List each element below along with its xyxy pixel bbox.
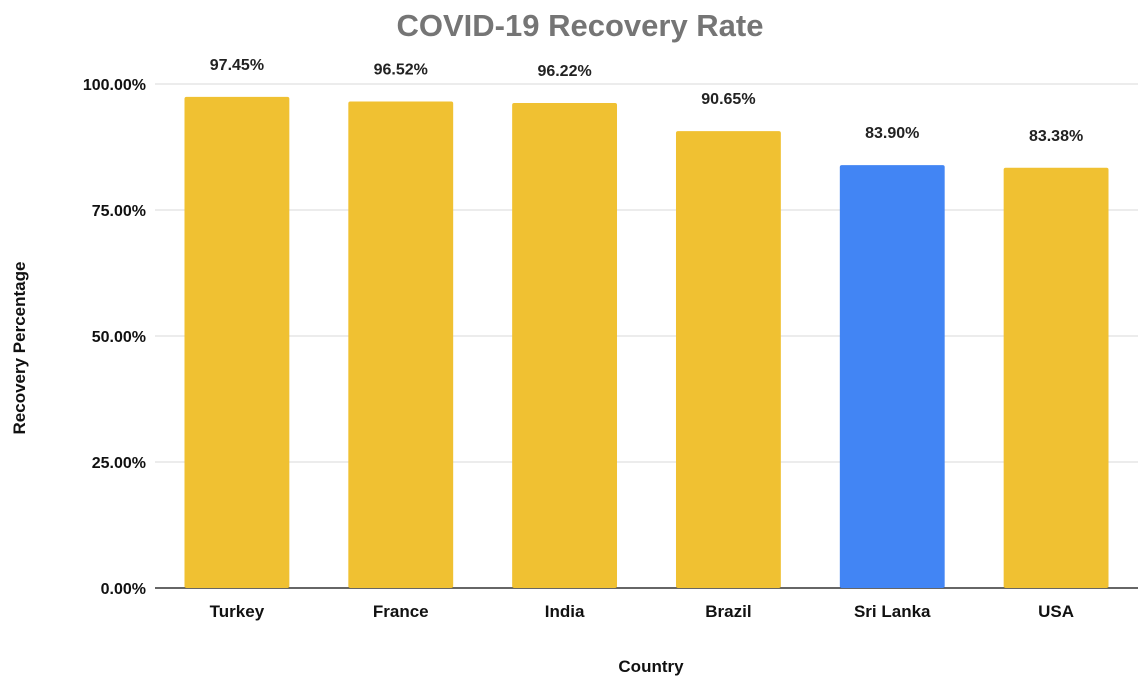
y-axis-title: Recovery Percentage — [10, 262, 29, 435]
x-tick-label: Brazil — [705, 602, 751, 621]
bar — [512, 103, 618, 588]
data-label: 96.22% — [537, 63, 591, 80]
y-tick-label: 0.00% — [101, 581, 146, 598]
x-axis-title: Country — [618, 657, 684, 676]
y-tick-label: 50.00% — [92, 329, 146, 346]
data-label: 97.45% — [210, 57, 264, 74]
bar — [675, 131, 781, 588]
data-labels: 97.45% 96.52% 96.22% 90.65% 83.90% 83.38% — [210, 57, 1083, 145]
y-axis-ticks: 0.00% 25.00% 50.00% 75.00% 100.00% — [83, 77, 146, 598]
data-label: 96.52% — [374, 62, 428, 79]
data-label: 90.65% — [701, 91, 755, 108]
bar — [839, 165, 945, 589]
bar — [348, 101, 454, 589]
y-tick-label: 75.00% — [92, 203, 146, 220]
x-tick-label: France — [373, 602, 429, 621]
gridlines — [155, 83, 1138, 589]
chart-title: COVID-19 Recovery Rate — [397, 8, 764, 43]
x-tick-label: India — [545, 602, 585, 621]
y-tick-label: 100.00% — [83, 77, 146, 94]
bar — [184, 96, 290, 589]
data-label: 83.90% — [865, 125, 919, 142]
x-tick-label: Sri Lanka — [854, 602, 931, 621]
y-tick-label: 25.00% — [92, 455, 146, 472]
bars — [184, 96, 1109, 589]
x-tick-label: USA — [1038, 602, 1074, 621]
x-tick-label: Turkey — [210, 602, 265, 621]
bar — [1003, 167, 1109, 588]
x-axis-ticks: Turkey France India Brazil Sri Lanka USA — [210, 602, 1074, 621]
data-label: 83.38% — [1029, 128, 1083, 145]
